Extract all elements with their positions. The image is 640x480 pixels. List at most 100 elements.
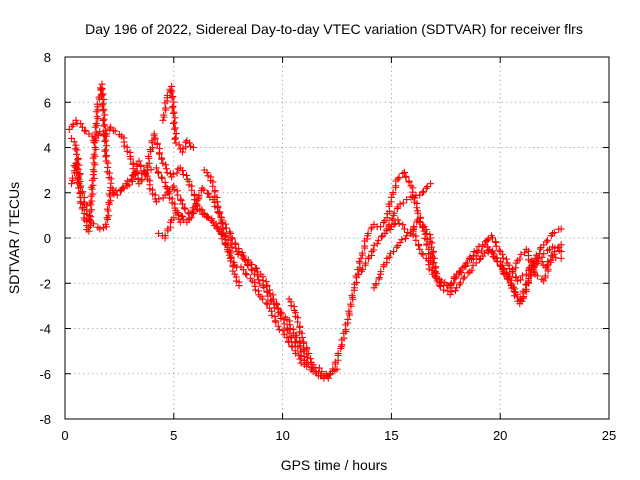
data-point (478, 247, 486, 255)
data-point (158, 174, 166, 182)
data-point (550, 229, 558, 237)
data-point (222, 220, 230, 228)
x-tick-label: 15 (384, 428, 398, 443)
data-point (230, 258, 238, 266)
data-point (229, 267, 237, 275)
data-point (273, 301, 281, 309)
data-point (243, 271, 251, 279)
data-point (155, 195, 163, 203)
data-point (512, 274, 520, 282)
data-point (228, 243, 236, 251)
data-point (133, 161, 141, 169)
x-tick-label: 25 (602, 428, 616, 443)
data-point (259, 277, 267, 285)
data-point (272, 318, 280, 326)
data-point (102, 142, 110, 150)
data-point (175, 215, 183, 223)
data-point (118, 185, 126, 193)
y-tick-label: 8 (44, 50, 51, 65)
data-point (100, 132, 108, 140)
data-point (295, 351, 303, 359)
data-point (163, 169, 171, 177)
data-point (187, 214, 195, 222)
data-point (99, 100, 107, 108)
data-point (88, 197, 96, 205)
data-point (259, 295, 267, 303)
plot-area (65, 80, 565, 382)
data-point (457, 269, 465, 277)
data-point (107, 197, 115, 205)
data-point (309, 367, 317, 375)
data-point (163, 91, 171, 99)
data-point (214, 204, 222, 212)
data-point (514, 277, 522, 285)
data-point (210, 222, 218, 230)
data-point (516, 255, 524, 263)
data-point (102, 146, 110, 154)
data-point (170, 120, 178, 128)
data-point (99, 116, 107, 124)
data-point (99, 107, 107, 115)
data-point (484, 235, 492, 243)
data-point (203, 168, 211, 176)
data-point (505, 272, 513, 280)
data-point (177, 196, 185, 204)
data-point (470, 248, 478, 256)
data-point (344, 315, 352, 323)
data-point (394, 175, 402, 183)
data-point (521, 249, 529, 257)
data-point (426, 231, 434, 239)
data-point (430, 259, 438, 267)
data-point (183, 171, 191, 179)
data-point (419, 251, 427, 259)
data-point (138, 170, 146, 178)
data-point (416, 245, 424, 253)
data-point (91, 135, 99, 143)
data-point (162, 165, 170, 173)
data-point (419, 221, 427, 229)
data-point (468, 266, 476, 274)
data-point (347, 300, 355, 308)
data-point (218, 235, 226, 243)
data-point (483, 236, 491, 244)
data-point (170, 118, 178, 126)
data-point (307, 355, 315, 363)
data-point (238, 249, 246, 257)
data-point (186, 139, 194, 147)
data-point (235, 282, 243, 290)
data-point (227, 257, 235, 265)
data-point (436, 282, 444, 290)
data-point (105, 212, 113, 220)
data-point (208, 215, 216, 223)
data-point (101, 131, 109, 139)
data-point (176, 218, 184, 226)
x-tick-label: 20 (493, 428, 507, 443)
data-point (103, 214, 111, 222)
data-point (98, 91, 106, 99)
data-point (415, 218, 423, 226)
data-point (548, 252, 556, 260)
data-point (127, 155, 135, 163)
data-point (551, 248, 559, 256)
data-point (329, 365, 337, 373)
data-point (159, 116, 167, 124)
data-point (100, 122, 108, 130)
data-point (414, 216, 422, 224)
data-point (448, 288, 456, 296)
data-point (283, 334, 291, 342)
data-point (68, 180, 76, 188)
data-point (99, 90, 107, 98)
data-point (196, 207, 204, 215)
data-point (168, 104, 176, 112)
data-point (232, 240, 240, 248)
data-point (167, 88, 175, 96)
data-point (71, 145, 79, 153)
data-point (153, 140, 161, 148)
data-point (418, 250, 426, 258)
data-point (100, 105, 108, 113)
data-point (400, 168, 408, 176)
data-point (72, 141, 80, 149)
data-point (547, 256, 555, 264)
data-point (536, 245, 544, 253)
data-point (174, 191, 182, 199)
